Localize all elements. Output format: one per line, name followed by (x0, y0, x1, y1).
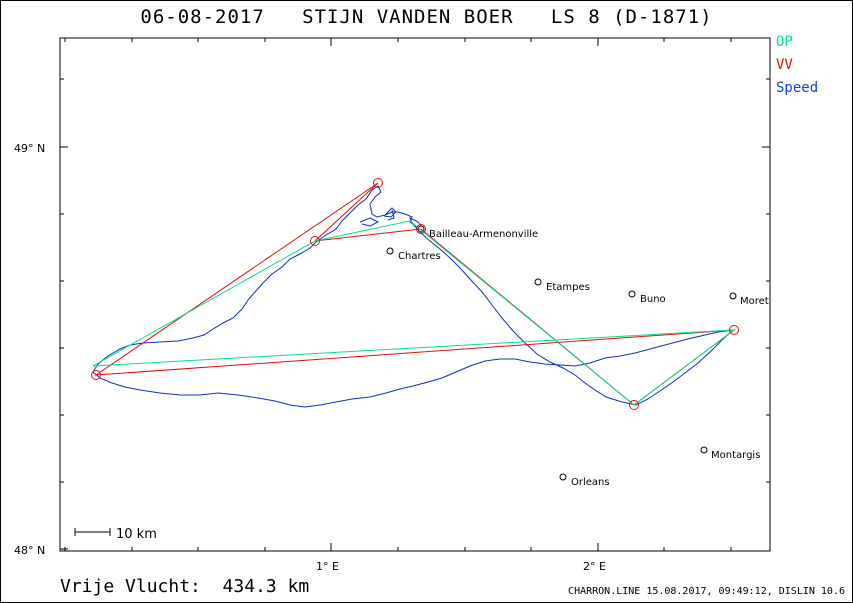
city-markers: Bailleau-Armenonville Chartres Etampes B… (386, 225, 769, 488)
scale-bar: 10 km (74, 527, 157, 542)
city-marker-montargis (700, 446, 708, 454)
turnpoint-marker (729, 325, 739, 335)
axis-ticks (60, 38, 770, 551)
turnpoint-marker (310, 236, 320, 246)
turnpoint-marker (629, 400, 639, 410)
lat-label-49: 49° N (14, 142, 45, 155)
city-label-etampes: Etampes (546, 282, 590, 293)
lon-label-2e: 2° E (583, 560, 606, 573)
city-marker-orleans (559, 473, 567, 481)
legend-speed: Speed (776, 80, 819, 96)
lon-label-1e: 1° E (316, 560, 339, 573)
turnpoint-marker (416, 224, 426, 234)
distance-label: Vrije Vlucht: 434.3 km (60, 576, 310, 597)
lat-label-48: 48° N (14, 544, 45, 557)
scale-bar-label: 10 km (116, 527, 157, 542)
thermal-loops (359, 207, 397, 227)
footer-info: CHARRON.LINE 15.08.2017, 09:49:12, DISLI… (568, 586, 845, 597)
city-label-moret: Moret (740, 296, 769, 307)
city-label-chartres: Chartres (398, 251, 441, 262)
op-optimized-line (92, 220, 736, 406)
turnpoints (91, 178, 739, 410)
city-label-bailleau: Bailleau-Armenonville (429, 229, 538, 240)
legend-op: OP (776, 34, 793, 50)
turnpoint-marker (91, 370, 101, 380)
city-label-orleans: Orleans (571, 477, 610, 488)
city-label-montargis: Montargis (711, 450, 760, 461)
city-marker-buno (628, 290, 636, 298)
turnpoint-marker (373, 178, 383, 188)
city-label-buno: Buno (640, 294, 666, 305)
city-marker-etampes (534, 278, 542, 286)
city-marker-chartres (386, 247, 394, 255)
vv-task-line (94, 182, 736, 406)
legend-vv: VV (776, 57, 793, 73)
flight-track (92, 185, 735, 408)
city-marker-moret (729, 292, 737, 300)
map-title: 06-08-2017 STIJN VANDEN BOER LS 8 (D-187… (140, 6, 713, 28)
plot-area (59, 37, 771, 552)
